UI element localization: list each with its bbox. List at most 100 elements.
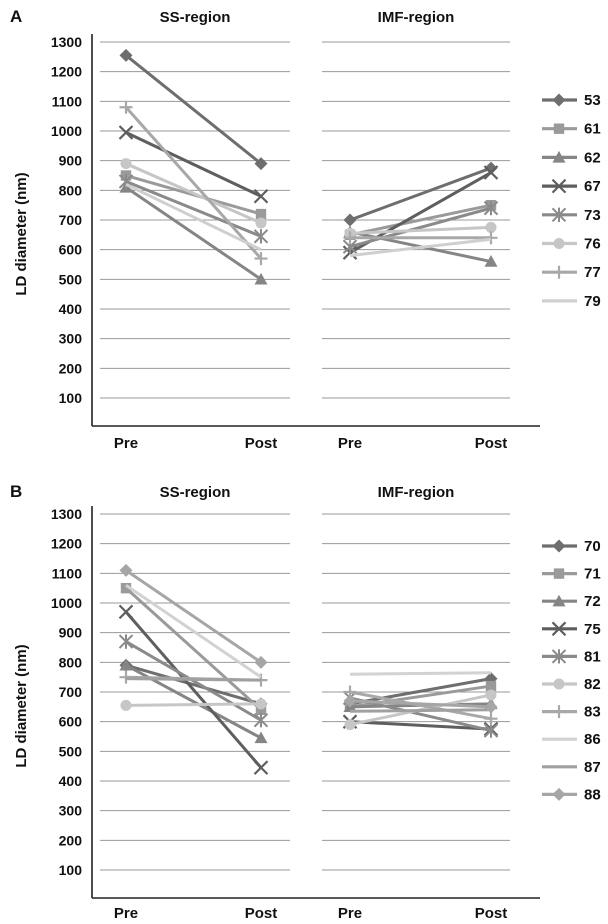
legend-label: 62 [584,149,601,166]
ss-region-title: SS-region [160,9,231,26]
legend-marker [552,787,566,801]
data-point [118,634,134,649]
x-tick-label: Post [475,435,508,452]
legend-item-87: 87 [542,759,601,776]
y-tick-label: 1000 [51,595,82,611]
legend-item-62: 62 [542,149,601,166]
data-point [253,760,269,775]
data-point [254,655,268,669]
panel-b: B SS-region IMF-region 100 200 300 400 500 600 70… [10,482,601,922]
data-point [119,48,133,62]
legend-label: 72 [584,593,601,610]
y-tick-label: 900 [59,153,83,169]
y-axis-label: LD diameter (nm) [13,172,30,295]
y-tick-label: 500 [59,743,83,759]
legend-item-72: 72 [542,593,601,610]
series-line-ss [124,587,263,711]
legend-item-77: 77 [542,264,601,281]
data-point [343,231,357,245]
data-point [254,731,268,744]
series-line-ss [125,162,262,225]
legend-label: 87 [584,759,601,776]
legend-item-76: 76 [542,236,601,253]
series-line-imf [349,677,492,706]
series-line-imf [349,720,492,731]
y-tick-label: 500 [59,271,83,287]
series-line-ss [125,677,262,682]
data-point [255,208,267,220]
y-tick-label: 1200 [51,536,82,552]
data-point [254,272,268,285]
x-tick-label: Pre [114,435,138,452]
data-point [253,229,269,244]
series-line-imf [349,708,492,713]
legend-marker [553,123,565,134]
y-tick-label: 300 [59,803,83,819]
x-tick-label: Pre [338,905,362,922]
y-tick-label: 100 [59,390,83,406]
data-point [120,158,132,170]
legend-label: 70 [584,538,601,555]
data-point [118,125,134,140]
legend-marker [553,678,565,690]
y-tick-label: 900 [59,625,83,641]
legend-marker [553,237,565,250]
series-line-ss [125,663,262,706]
data-point [483,723,499,738]
series-line-ss [125,569,262,664]
legend-item-86: 86 [542,731,601,748]
x-tick-label: Pre [114,905,138,922]
legend-marker [552,594,566,607]
legend-item-88: 88 [542,786,601,803]
series-line-imf [349,671,492,676]
legend-label: 61 [584,121,601,138]
panel-label: B [10,482,22,501]
y-tick-label: 800 [59,654,83,670]
data-point [119,563,133,577]
y-tick-label: 200 [59,832,83,848]
data-point [483,165,499,180]
series-line-ss [125,180,262,238]
legend-item-53: 53 [542,92,601,109]
legend-item-79: 79 [542,293,601,310]
legend-label: 88 [584,786,601,803]
data-point [255,217,267,229]
legend-item-73: 73 [542,207,601,224]
y-tick-label: 1300 [51,506,82,522]
series-line-ss [125,131,262,198]
series-86 [125,583,492,679]
legend-item-70: 70 [542,538,601,555]
legend-marker [553,568,565,579]
data-point [253,712,269,728]
imf-region-title: IMF-region [378,484,455,501]
legend-marker [552,93,566,107]
y-axis-label: LD diameter (nm) [13,644,30,767]
y-tick-label: 800 [59,182,83,198]
series-line-ss [125,54,262,165]
data-point [119,100,133,114]
series-line-imf [349,225,492,235]
legend-item-71: 71 [542,566,601,583]
series-line-ss [125,183,262,252]
y-tick-label: 1100 [52,93,83,109]
panel-label: A [10,7,22,26]
y-tick-label: 1100 [52,565,83,581]
series-73 [118,174,499,254]
legend-marker [552,265,566,279]
y-tick-label: 1000 [51,123,82,139]
legend-marker [551,621,567,637]
legend-label: 83 [584,704,601,721]
data-point [254,252,268,266]
data-point [118,604,134,620]
x-tick-label: Post [245,905,278,922]
legend-label: 76 [584,236,601,253]
legend-marker [552,705,566,719]
legend-label: 71 [584,566,601,583]
series-70 [119,658,498,711]
series-line-imf [349,203,492,237]
y-tick-label: 400 [59,773,83,789]
data-point [484,700,498,714]
series-77 [119,100,498,266]
legend-label: 81 [584,648,601,665]
x-tick-label: Post [475,905,508,922]
